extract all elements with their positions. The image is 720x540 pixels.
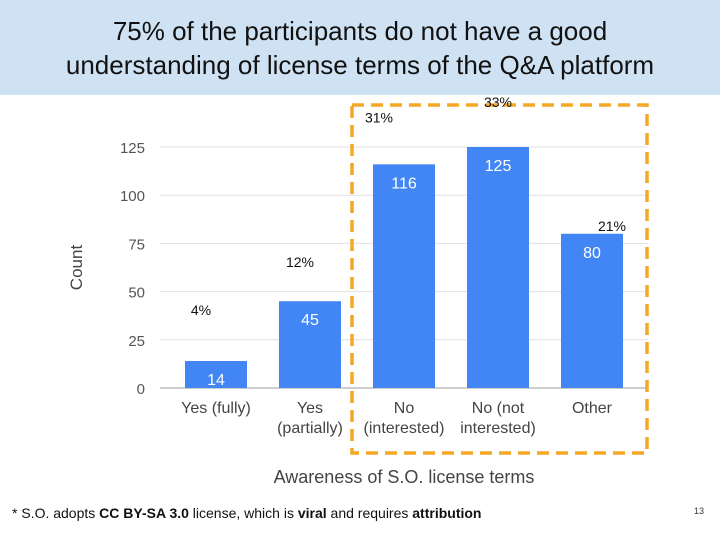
bar-value-label: 45	[301, 312, 319, 329]
footnote-and: and requires	[326, 505, 413, 521]
x-tick-label: Yes (fully)	[181, 400, 251, 417]
x-tick-label: Other	[572, 400, 613, 417]
y-tick-label: 50	[128, 285, 145, 302]
x-tick-label: interested)	[460, 420, 536, 437]
highlight-box	[350, 103, 649, 455]
x-axis-label: Awareness of S.O. license terms	[274, 467, 535, 487]
y-tick-label: 125	[120, 140, 145, 157]
bar-percent-label: 4%	[191, 302, 211, 318]
bar-value-label: 80	[583, 245, 601, 262]
slide-title-line-1: 75% of the participants do not have a go…	[112, 15, 608, 46]
bar-percent-label: 21%	[598, 218, 626, 234]
bar	[373, 164, 435, 388]
bar	[561, 233, 623, 388]
page-number: 13	[693, 506, 704, 516]
x-tick-label: Yes	[297, 400, 323, 417]
bar-percent-label: 33%	[484, 95, 512, 110]
footnote-prefix: * S.O. adopts	[12, 505, 100, 521]
y-axis-label: Count	[67, 245, 86, 291]
footnote: * S.O. adopts CC BY-SA 3.0 license, whic…	[12, 505, 481, 521]
footnote-viral: viral	[297, 505, 327, 521]
bar-value-label: 116	[391, 175, 417, 192]
bar-percent-label: 31%	[365, 109, 393, 125]
bar	[185, 361, 247, 388]
bar-percent-label: 12%	[286, 254, 314, 270]
title-bar: 75% of the participants do not have a go…	[0, 0, 720, 95]
footnote-license: CC BY-SA 3.0	[99, 505, 189, 521]
x-tick-label: No	[394, 400, 415, 417]
bar	[467, 147, 529, 388]
bar	[279, 301, 341, 388]
footnote-attribution: attribution	[412, 505, 482, 521]
x-tick-label: (partially)	[277, 420, 343, 437]
bar-chart: 0 25 50 75 100 125 Count 14 4% Yes (fully) 45 12% Ye…	[67, 95, 649, 487]
y-tick-label: 100	[120, 188, 145, 205]
bar-value-label: 125	[485, 158, 512, 175]
slide-title: 75% of the participants do not have a go…	[10, 14, 710, 82]
y-tick-label: 75	[128, 236, 145, 253]
slide-title-line-2: understanding of license terms of the Q&…	[65, 49, 655, 80]
y-tick-label: 0	[137, 381, 145, 398]
x-tick-label: (interested)	[364, 420, 445, 437]
footnote-middle: license, which is	[188, 505, 298, 521]
bar-value-label: 14	[207, 372, 225, 389]
y-tick-label: 25	[128, 333, 145, 350]
x-tick-label: No (not	[472, 400, 525, 417]
